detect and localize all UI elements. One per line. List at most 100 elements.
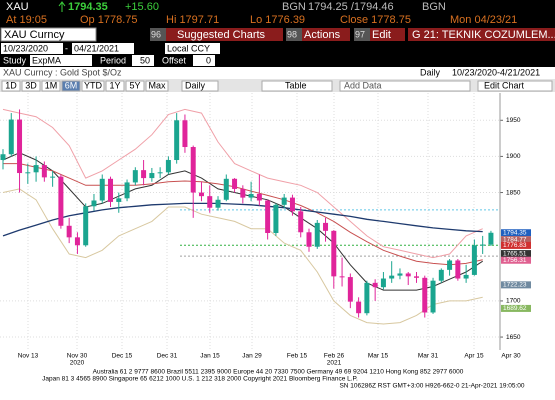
add-data: Add Data (344, 80, 382, 90)
period: 1Y (109, 80, 120, 90)
period-btn[interactable] (125, 80, 145, 92)
x-tick-label: Apr 15 (464, 353, 484, 360)
last-price: 1794.35 (68, 1, 108, 13)
change: +15.60 (125, 1, 159, 13)
btn-label: Suggested Charts (177, 29, 266, 41)
y-tick-label: 1650 (506, 334, 521, 341)
candle-body (149, 173, 155, 179)
offset-input[interactable] (193, 55, 215, 66)
candle-body (463, 274, 469, 279)
period: Max (148, 80, 166, 90)
x-tick-label: Dec 15 (112, 353, 133, 360)
candle-body (356, 301, 362, 314)
freq-select[interactable] (181, 80, 219, 92)
candle-body (83, 206, 89, 246)
info-dates: 10/23/2020-4/21/2021 (452, 67, 540, 77)
year-label: 2020 (70, 360, 85, 367)
candle-body (480, 244, 486, 246)
x-tick-label: Mar 31 (418, 353, 439, 360)
period-input[interactable] (132, 55, 154, 66)
low: Lo 1776.39 (250, 14, 305, 26)
x-tick-label: Jan 15 (200, 353, 220, 360)
candle-body (331, 230, 337, 277)
page-title: G 21: TEKNIK COZUMLEM... (412, 29, 555, 41)
study-label: Study (3, 55, 27, 65)
btn[interactable] (166, 28, 283, 41)
x-tick-label: Dec 31 (157, 353, 178, 360)
candle-body (405, 273, 411, 277)
candle-body (215, 199, 221, 208)
offset: 0 (206, 55, 211, 65)
period-btn[interactable] (1, 80, 21, 92)
candle-body (389, 275, 395, 279)
price-tag-label: 1776.83 (503, 242, 527, 249)
candle-body (108, 178, 114, 202)
candle-body (265, 200, 271, 234)
btn[interactable] (370, 28, 405, 41)
btn-num (354, 28, 370, 41)
candle-body (41, 165, 47, 178)
up-arrow (58, 1, 66, 12)
study-name: ExpMA (32, 55, 61, 65)
security-input[interactable] (0, 27, 97, 42)
footer: SN 106286Z RST GMT+3:00 H926-662-0 21-Ap… (339, 383, 524, 390)
edit-chart-btn[interactable] (477, 80, 553, 92)
date-input[interactable] (1, 43, 63, 54)
candle-body (455, 260, 461, 279)
period-btn[interactable] (105, 80, 125, 92)
time: At 19:05 (6, 14, 47, 26)
study-line (2, 108, 483, 259)
period-btn[interactable] (145, 80, 169, 92)
candle-body (165, 160, 171, 173)
x-tick-label: Feb 26 (324, 353, 345, 360)
candle-body (25, 172, 31, 174)
btn-num-text: 96 (151, 29, 161, 39)
candle-body (190, 147, 196, 193)
period: 50 (140, 55, 150, 65)
price-tag (501, 229, 531, 237)
date-input[interactable] (72, 43, 134, 54)
period: YTD (84, 80, 103, 90)
start-date: 10/23/2020 (3, 43, 48, 53)
freq: Daily (185, 80, 206, 90)
candle-body (124, 182, 130, 199)
year-label: 2021 (327, 360, 342, 367)
footer: Australia 61 2 9777 8600 Brazil 5511 239… (93, 369, 464, 376)
price-tag-label: 1794.35 (503, 229, 527, 236)
period-buttons: 1D 3D 1M 6M YTD 1Y 5Y Max (1, 80, 169, 92)
btn[interactable] (302, 28, 350, 41)
table-btn[interactable] (261, 80, 333, 92)
period-btn[interactable] (21, 80, 41, 92)
candle-body (372, 282, 378, 288)
candle-body (273, 204, 279, 234)
period-btn[interactable] (41, 80, 61, 92)
study-line (2, 188, 483, 325)
period: 3D (25, 80, 37, 90)
price-tag-label: 1765.51 (503, 250, 527, 257)
btn-num (150, 28, 166, 41)
price-tag (501, 241, 531, 249)
candle-body (66, 225, 72, 238)
period-btn[interactable] (61, 80, 81, 92)
plot: Nov 13 Nov 30 Dec 15 Dec 31 Jan 15 Jan 29 Feb … (0, 93, 531, 367)
y-tick-label: 1950 (506, 117, 521, 124)
candle-body (380, 278, 386, 288)
candle-body (74, 237, 80, 246)
candle-body (50, 176, 56, 178)
add-data-btn[interactable] (339, 80, 471, 92)
study-select[interactable] (30, 55, 92, 66)
source: BGN (422, 1, 446, 13)
security: XAU Curncy (4, 29, 65, 41)
btn-label: Edit (372, 29, 391, 41)
study-line (2, 152, 483, 291)
period: 1D (5, 80, 17, 90)
price-tag (501, 236, 531, 244)
ticker: XAU (6, 1, 29, 13)
x-tick-label: Nov 13 (18, 353, 39, 360)
ccy-select[interactable] (165, 43, 220, 54)
candle-body (198, 192, 204, 197)
period-btn[interactable] (81, 80, 105, 92)
x-tick-label: Nov 30 (67, 353, 88, 360)
candle-body (223, 178, 229, 200)
